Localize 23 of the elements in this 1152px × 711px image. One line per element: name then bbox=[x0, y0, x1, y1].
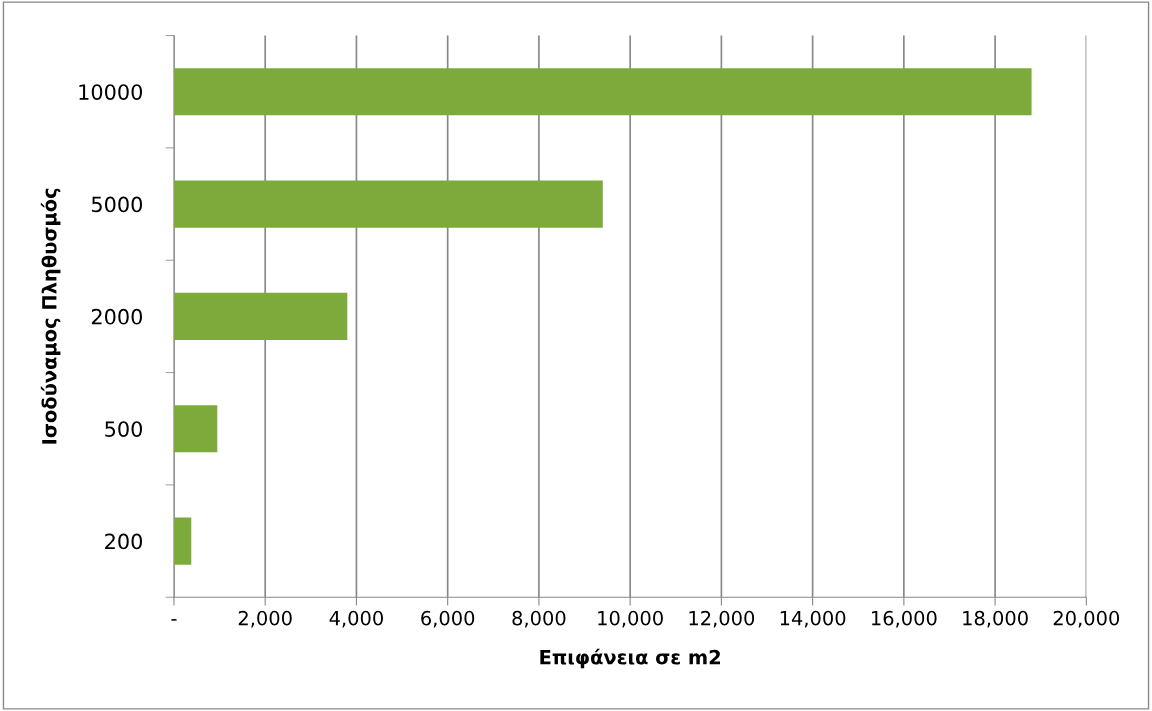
y-tick-label: 10000 bbox=[79, 84, 143, 100]
bar bbox=[173, 292, 348, 340]
bar bbox=[173, 405, 218, 453]
x-axis-title: Επιφάνεια σε m2 bbox=[540, 648, 721, 669]
x-tick-label: 6,000 bbox=[421, 610, 475, 628]
x-tick-label: - bbox=[171, 619, 177, 621]
bar bbox=[173, 517, 192, 565]
bar bbox=[173, 180, 603, 228]
bar bbox=[173, 68, 1032, 116]
y-tick-label: 200 bbox=[105, 533, 143, 550]
x-tick-label: 4,000 bbox=[329, 610, 383, 628]
x-tick-label: 12,000 bbox=[689, 610, 755, 628]
x-tick-label: 16,000 bbox=[871, 610, 937, 628]
x-tick-label: 14,000 bbox=[780, 610, 846, 628]
x-tick-label: 20,000 bbox=[1053, 610, 1120, 628]
y-tick-label: 500 bbox=[105, 421, 143, 437]
x-tick-label: 8,000 bbox=[512, 610, 566, 628]
x-tick-label: 10,000 bbox=[598, 610, 663, 628]
x-tick-label: 2,000 bbox=[238, 610, 292, 628]
y-tick-label: 5000 bbox=[91, 196, 143, 213]
y-tick-label: 2000 bbox=[91, 308, 143, 325]
x-tick-label: 18,000 bbox=[963, 610, 1028, 628]
y-axis-title: Ισοδύναμος Πληθυσμός bbox=[40, 188, 61, 444]
